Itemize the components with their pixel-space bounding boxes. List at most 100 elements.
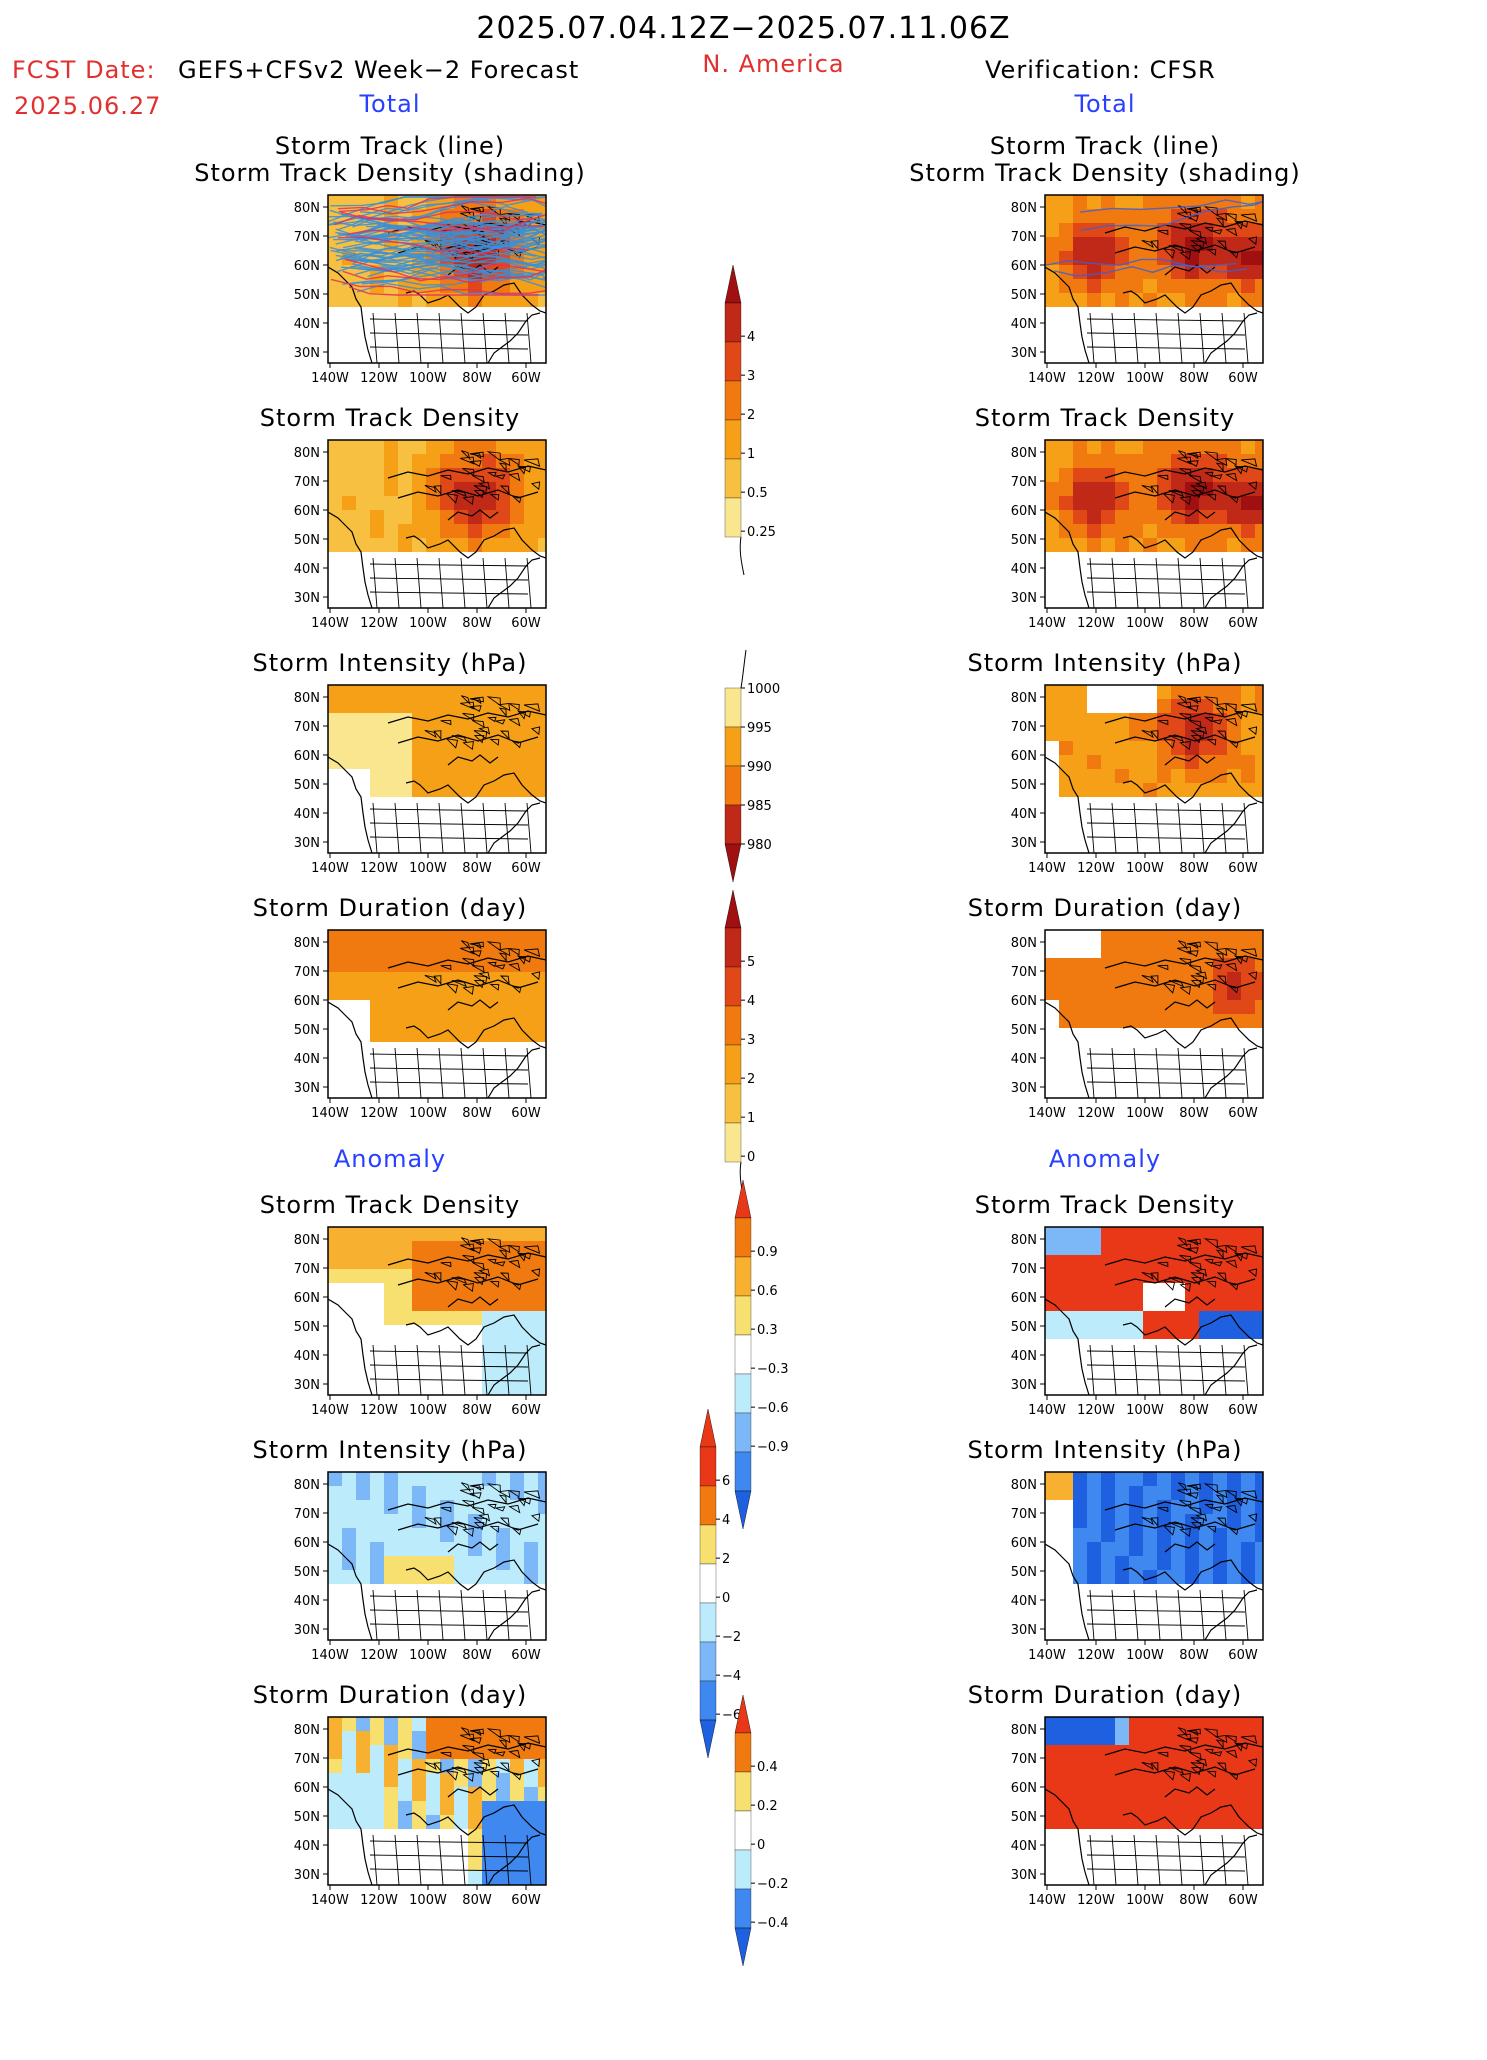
colorbar-label: 0.25 bbox=[747, 525, 776, 540]
lat-label: 60N bbox=[1011, 504, 1037, 519]
lat-label: 50N bbox=[294, 1320, 320, 1335]
lon-label: 120W bbox=[360, 1106, 398, 1121]
fcst-model-label: GEFS+CFSv2 Week−2 Forecast bbox=[178, 56, 580, 84]
lat-label: 70N bbox=[294, 230, 320, 245]
lat-label: 60N bbox=[1011, 749, 1037, 764]
lon-label: 80W bbox=[462, 616, 492, 631]
map-intensity-total-forecast: 80N 70N 60N 50N 40N 30N 140W 120W 100W 80W 60W bbox=[283, 684, 556, 889]
lat-label: 70N bbox=[294, 1262, 320, 1277]
map-track-total-verification: 80N 70N 60N 50N 40N 30N 140W 120W 100W 80W 60W bbox=[1000, 194, 1273, 399]
total-heading-right: Total bbox=[1074, 90, 1136, 118]
title-intensity-total-left: Storm Intensity (hPa) bbox=[252, 649, 528, 677]
colorbar-label: −0.4 bbox=[757, 1916, 789, 1931]
lon-label: 60W bbox=[1228, 1106, 1258, 1121]
colorbar-label: 0.3 bbox=[757, 1323, 778, 1338]
lon-label: 140W bbox=[1028, 861, 1066, 876]
lon-label: 80W bbox=[462, 1106, 492, 1121]
colorbar-label: 2 bbox=[747, 1072, 755, 1087]
lat-label: 70N bbox=[294, 475, 320, 490]
lon-label: 60W bbox=[511, 861, 541, 876]
lat-label: 40N bbox=[1011, 317, 1037, 332]
map-intensity-anomaly-forecast: 80N 70N 60N 50N 40N 30N 140W 120W 100W 80W 60W bbox=[283, 1471, 556, 1676]
lon-label: 140W bbox=[1028, 371, 1066, 386]
lon-label: 60W bbox=[511, 1893, 541, 1908]
anomaly-heading-left: Anomaly bbox=[333, 1145, 447, 1173]
lon-label: 140W bbox=[311, 371, 349, 386]
title-density-total-left: Storm Track Density bbox=[259, 404, 521, 432]
lat-label: 60N bbox=[294, 1536, 320, 1551]
lon-label: 120W bbox=[360, 1403, 398, 1418]
colorbar-label: 3 bbox=[747, 369, 755, 384]
lat-label: 30N bbox=[294, 591, 320, 606]
lat-label: 70N bbox=[1011, 230, 1037, 245]
lat-label: 60N bbox=[1011, 1781, 1037, 1796]
title-track-line-right: Storm Track (line) bbox=[989, 132, 1221, 160]
colorbar-label: 0.6 bbox=[757, 1284, 778, 1299]
lon-label: 120W bbox=[360, 1893, 398, 1908]
lon-label: 140W bbox=[311, 1106, 349, 1121]
lat-label: 40N bbox=[1011, 1052, 1037, 1067]
colorbar-label: 0.9 bbox=[757, 1245, 778, 1260]
lon-label: 120W bbox=[1077, 371, 1115, 386]
title-density-anom-right: Storm Track Density bbox=[974, 1191, 1236, 1219]
title-density-anom-left: Storm Track Density bbox=[259, 1191, 521, 1219]
lon-label: 100W bbox=[1126, 1403, 1164, 1418]
lat-label: 50N bbox=[1011, 533, 1037, 548]
lat-label: 60N bbox=[294, 1291, 320, 1306]
colorbar-label: 4 bbox=[747, 330, 755, 345]
lon-label: 60W bbox=[511, 616, 541, 631]
lon-label: 140W bbox=[311, 861, 349, 876]
lat-label: 80N bbox=[1011, 201, 1037, 216]
lat-label: 60N bbox=[294, 749, 320, 764]
lat-label: 50N bbox=[1011, 1565, 1037, 1580]
title-intensity-anom-left: Storm Intensity (hPa) bbox=[252, 1436, 528, 1464]
lon-label: 100W bbox=[1126, 1893, 1164, 1908]
colorbar-label: 990 bbox=[747, 760, 772, 775]
lat-label: 60N bbox=[294, 994, 320, 1009]
colorbar-duration-anomaly: 0.4 0.2 0 −0.2 −0.4 bbox=[733, 1693, 823, 2060]
lon-label: 120W bbox=[1077, 616, 1115, 631]
lat-label: 80N bbox=[1011, 936, 1037, 951]
colorbar-label: 1000 bbox=[747, 682, 780, 697]
lon-label: 60W bbox=[511, 1648, 541, 1663]
colorbar-label: 0.2 bbox=[757, 1799, 778, 1814]
verification-label: Verification: CFSR bbox=[985, 56, 1216, 84]
lat-label: 40N bbox=[294, 1349, 320, 1364]
colorbar-label: 985 bbox=[747, 799, 772, 814]
colorbar-label: −6 bbox=[722, 1708, 741, 1723]
lat-label: 80N bbox=[294, 201, 320, 216]
lon-label: 120W bbox=[1077, 1648, 1115, 1663]
lon-label: 80W bbox=[1179, 861, 1209, 876]
colorbar-label: 0.4 bbox=[757, 1760, 778, 1775]
lat-label: 80N bbox=[294, 936, 320, 951]
lon-label: 140W bbox=[311, 1893, 349, 1908]
colorbar-label: 3 bbox=[747, 1033, 755, 1048]
map-duration-anomaly-forecast: 80N 70N 60N 50N 40N 30N 140W 120W 100W 80W 60W bbox=[283, 1716, 556, 1921]
lon-label: 120W bbox=[1077, 1403, 1115, 1418]
lon-label: 140W bbox=[1028, 616, 1066, 631]
lat-label: 80N bbox=[294, 446, 320, 461]
title-track-shading-left: Storm Track Density (shading) bbox=[194, 159, 586, 187]
lon-label: 140W bbox=[1028, 1403, 1066, 1418]
lat-label: 80N bbox=[1011, 1723, 1037, 1738]
title-duration-anom-left: Storm Duration (day) bbox=[252, 1681, 528, 1709]
lat-label: 50N bbox=[294, 288, 320, 303]
lon-label: 80W bbox=[462, 1893, 492, 1908]
lon-label: 100W bbox=[409, 616, 447, 631]
colorbar-label: 2 bbox=[722, 1552, 730, 1567]
colorbar-label: 5 bbox=[747, 955, 755, 970]
lon-label: 140W bbox=[311, 1648, 349, 1663]
lon-label: 80W bbox=[1179, 616, 1209, 631]
lon-label: 80W bbox=[1179, 371, 1209, 386]
lon-label: 100W bbox=[1126, 371, 1164, 386]
lon-label: 80W bbox=[462, 861, 492, 876]
lat-label: 30N bbox=[1011, 1081, 1037, 1096]
title-duration-total-right: Storm Duration (day) bbox=[967, 894, 1243, 922]
lat-label: 70N bbox=[1011, 1752, 1037, 1767]
lat-label: 30N bbox=[294, 1378, 320, 1393]
lat-label: 40N bbox=[1011, 1594, 1037, 1609]
colorbar-label: 4 bbox=[747, 994, 755, 1009]
lon-label: 80W bbox=[462, 371, 492, 386]
lat-label: 30N bbox=[1011, 591, 1037, 606]
lon-label: 60W bbox=[1228, 616, 1258, 631]
